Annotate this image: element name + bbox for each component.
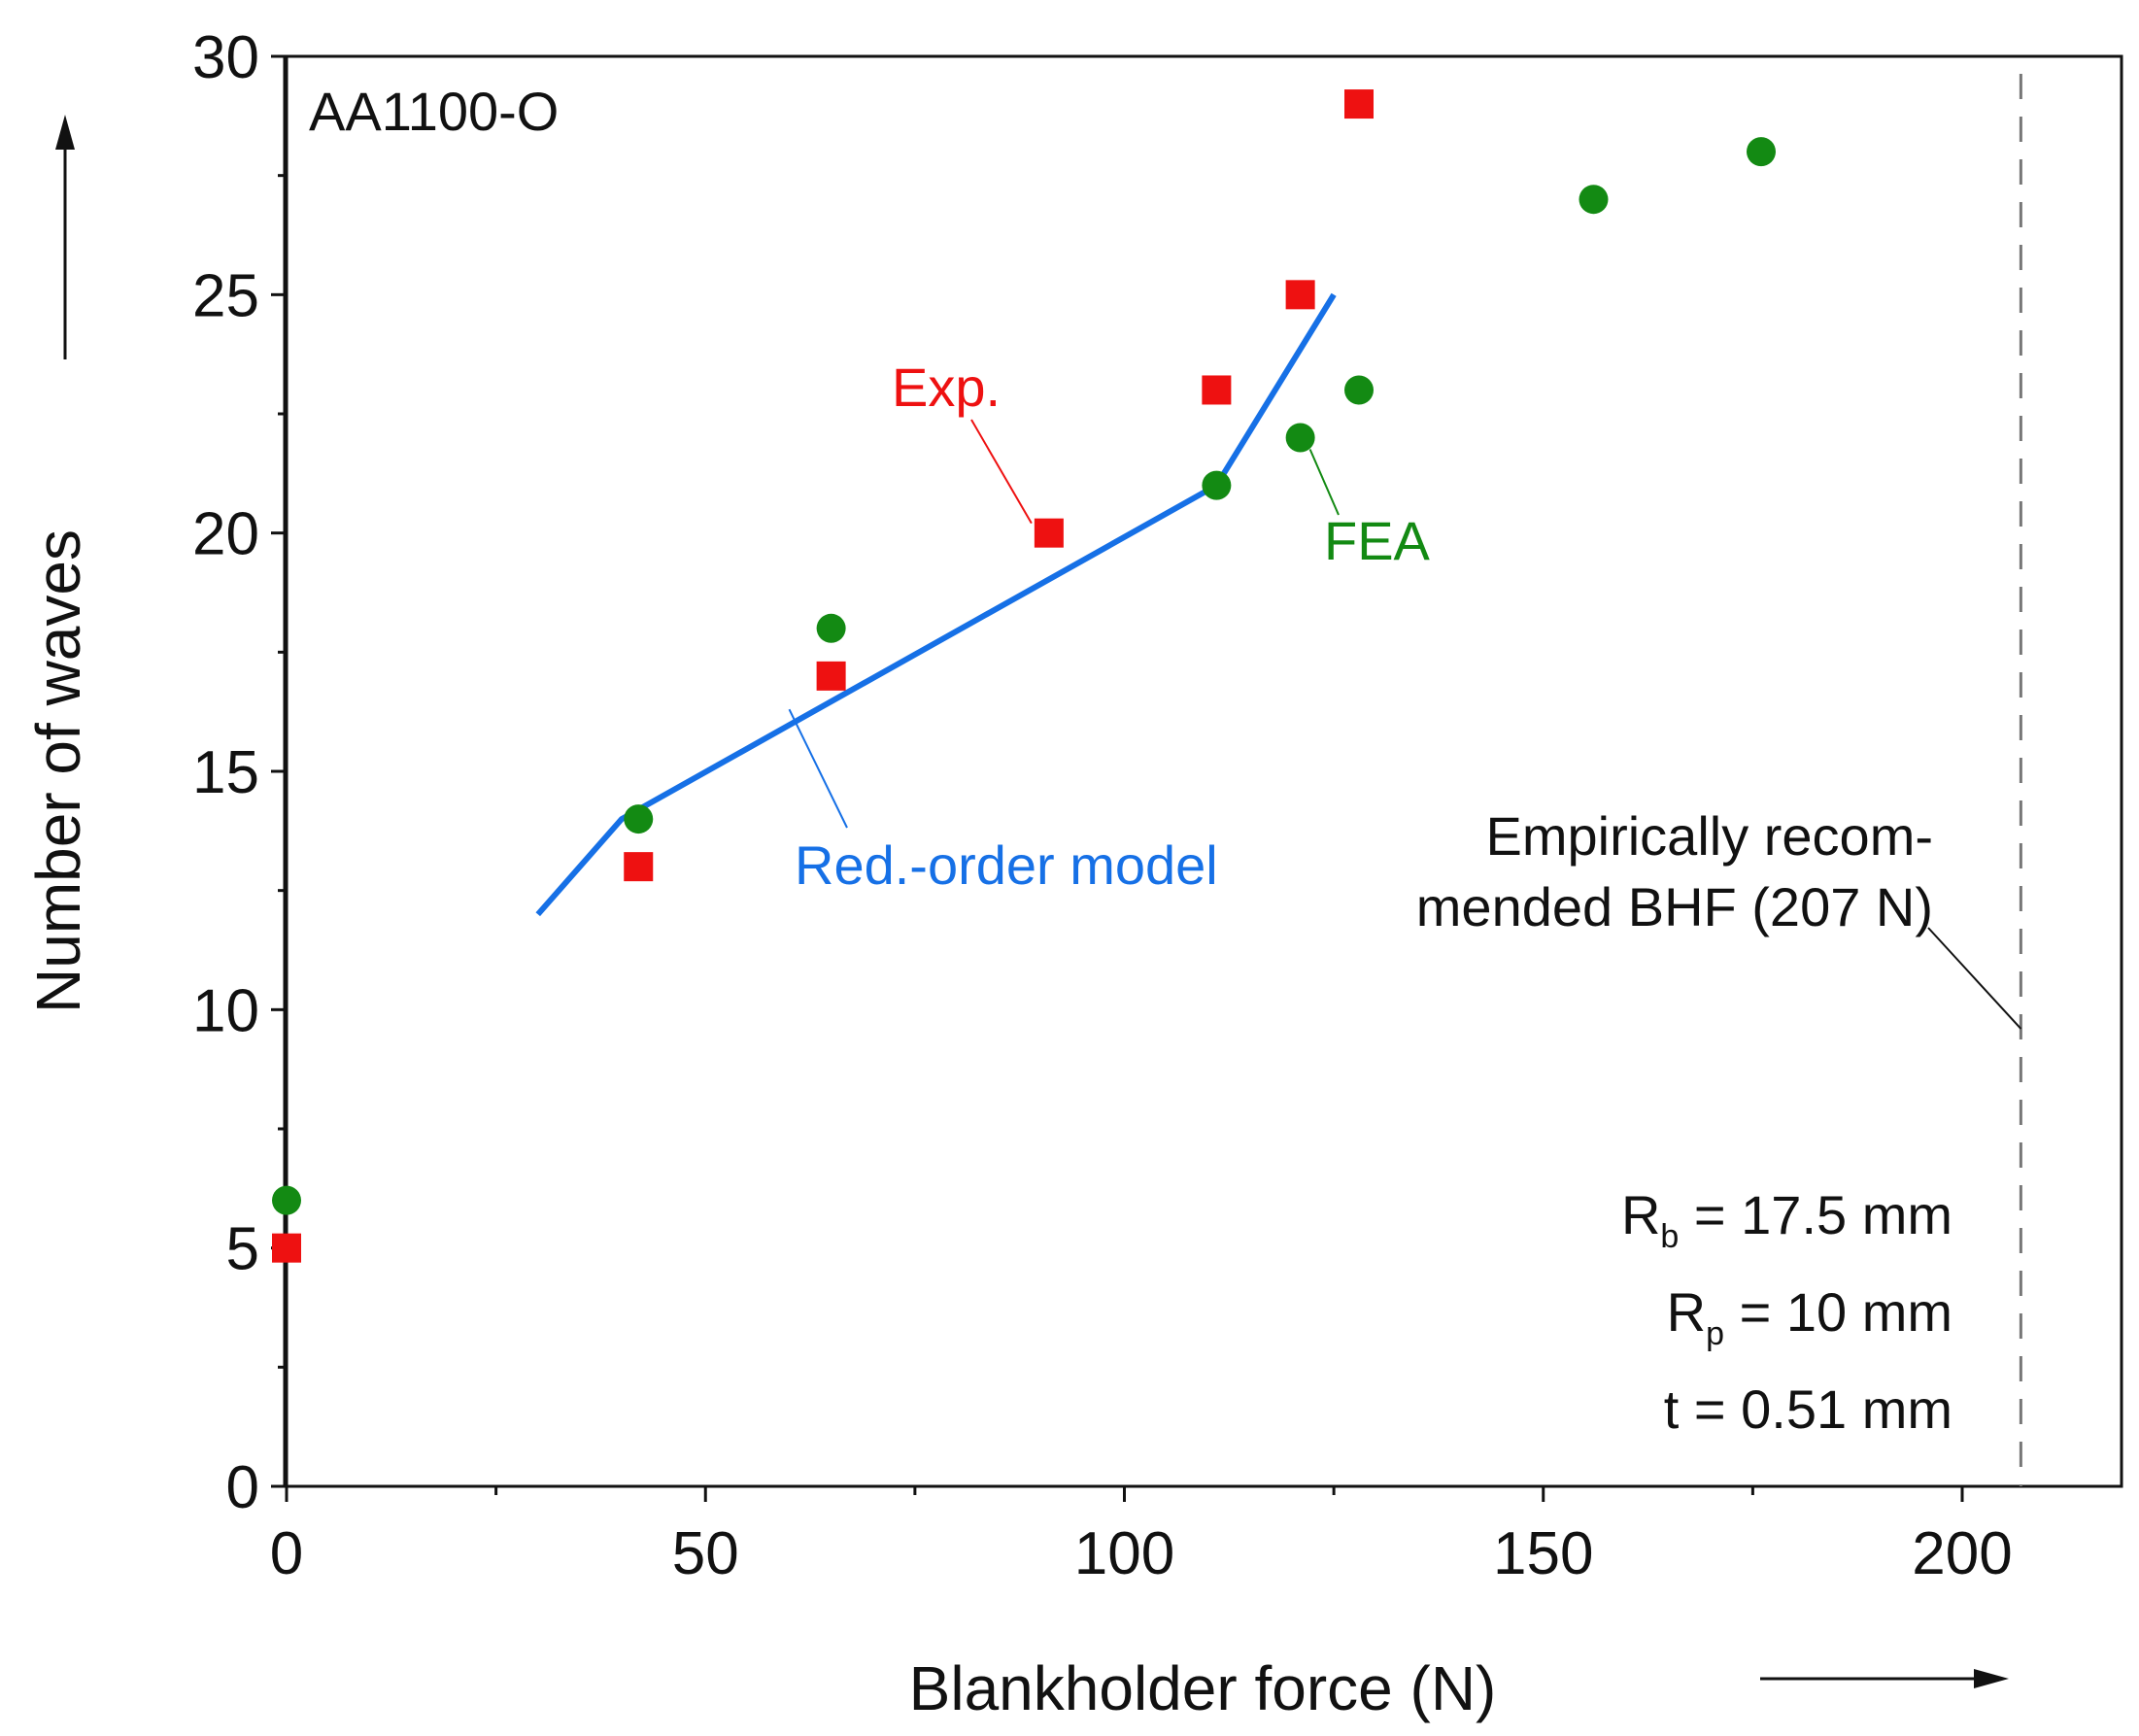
plot-border [283,54,2123,1488]
param-rp-value: = 10 mm [1724,1281,1952,1343]
axis-ticks [271,54,1964,1502]
y-tick-label: 20 [192,501,259,568]
reference-label-line1: Empirically recom- [1486,805,1934,867]
x-axis-direction-arrow [1760,1669,2009,1688]
exp-point [1202,375,1232,405]
x-tick-label: 150 [1493,1520,1593,1587]
fea-point [1285,423,1315,453]
exp-point [1034,518,1064,548]
y-tick-label: 30 [192,24,259,91]
reference-label-line2: mended BHF (207 N) [1416,876,1933,937]
model-series-label: Red.-order model [795,834,1218,896]
y-tick-label: 5 [226,1216,259,1283]
reference-label-leader [1927,927,2022,1030]
y-tick-label: 0 [226,1454,259,1521]
model-series-line [535,292,1337,917]
data-markers [272,89,1776,1263]
y-axis-direction-arrow [55,115,75,359]
exp-label-leader [970,419,1033,525]
exp-point [624,852,654,882]
y-tick-label: 15 [192,739,259,806]
fea-point [816,613,846,643]
fea-point [1344,375,1374,405]
param-t: t = 0.51 mm [1664,1379,1952,1440]
param-rb: Rb = 17.5 mm [1621,1184,1952,1255]
y-tick-label: 25 [192,262,259,329]
panel-label: AA1100-O [309,81,559,142]
axis-tick-labels: 0 50 100 150 200 0 5 10 15 20 25 30 [192,24,2013,1587]
param-t-value: = 0.51 mm [1679,1379,1952,1440]
param-rp-symbol: R [1667,1281,1706,1343]
y-tick-label: 10 [192,977,259,1044]
x-tick-label: 100 [1074,1520,1174,1587]
fea-point [1202,470,1232,500]
exp-series-label: Exp. [892,357,1001,418]
x-axis-title: Blankholder force (N) [909,1653,1497,1723]
param-rb-symbol: R [1621,1184,1660,1245]
exp-point [272,1233,301,1263]
fea-label-leader [1308,449,1340,516]
param-rb-subscript: b [1660,1218,1679,1255]
param-t-symbol: t [1664,1379,1680,1440]
plot-frame [283,54,2123,1488]
fea-point [272,1185,301,1215]
fea-point [1579,185,1609,215]
fea-point [624,804,654,834]
x-tick-label: 0 [270,1520,303,1587]
param-rp-subscript: p [1706,1315,1724,1352]
fea-point [1747,137,1776,167]
x-tick-label: 200 [1912,1520,2012,1587]
x-tick-label: 50 [672,1520,739,1587]
exp-point [1285,280,1315,310]
param-rp: Rp = 10 mm [1667,1281,1952,1352]
y-axis-title: Number of waves [23,529,93,1013]
exp-point [816,661,846,691]
param-rb-value: = 17.5 mm [1679,1184,1952,1245]
exp-point [1344,89,1374,119]
model-label-leader [788,708,848,829]
fea-series-label: FEA [1324,510,1431,571]
